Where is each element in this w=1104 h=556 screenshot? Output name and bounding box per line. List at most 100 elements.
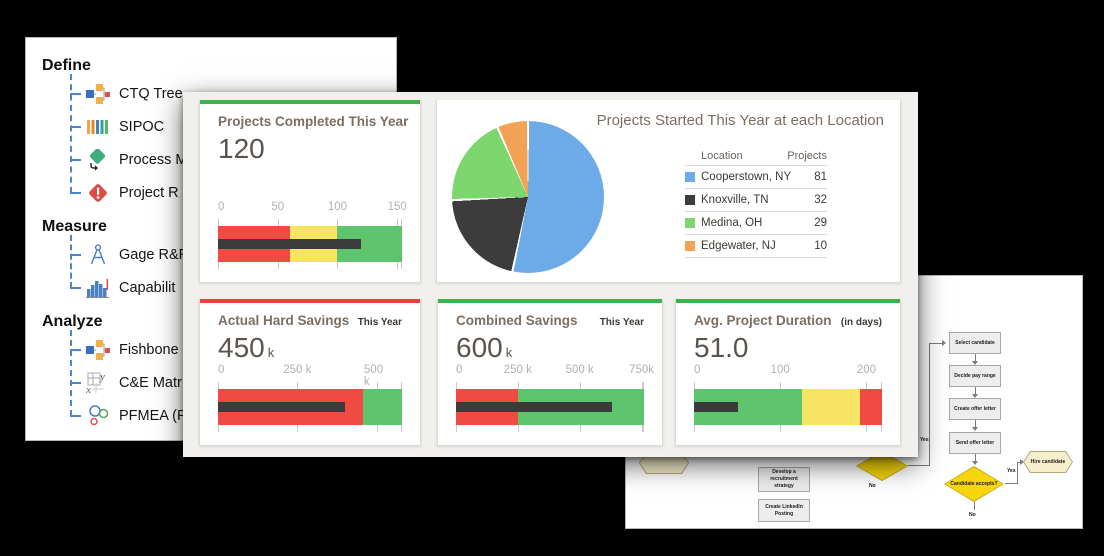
legend-value: 81	[814, 171, 827, 183]
legend-row-cooperstown[interactable]: Cooperstown, NY 81	[685, 166, 827, 189]
section-header-analyze: Analyze	[42, 313, 103, 330]
kpi-value: 120	[218, 133, 402, 165]
section-header-measure: Measure	[42, 218, 107, 235]
toolbox-item-fishbone[interactable]: Fishbone	[70, 333, 396, 366]
toolbox-item-label: Project R	[119, 184, 179, 201]
toolbox-item-project-risk[interactable]: Project R	[70, 176, 396, 209]
tree-branch-line	[70, 158, 81, 161]
card-title: Actual Hard Savings	[218, 313, 350, 328]
kpi-card-actual-hard-savings[interactable]: Actual Hard Savings This Year 450 k 0 250…	[199, 299, 421, 446]
kpi-number: 120	[218, 133, 265, 164]
pie-chart-title: Projects Started This Year at each Locat…	[596, 112, 884, 129]
card-tag: This Year	[357, 317, 402, 328]
flowchart-decision-candidate-accepts[interactable]: Candidate accepts?	[944, 466, 1004, 502]
decision-label: Candidate accepts?	[950, 481, 998, 487]
flowchart-terminal-hidden[interactable]	[639, 452, 689, 474]
flowchart-connector	[975, 420, 976, 427]
pie-card-projects-by-location[interactable]: Projects Started This Year at each Locat…	[436, 100, 901, 283]
capability-icon	[85, 276, 111, 300]
flowchart-step-create-linkedin-posting[interactable]: Create LinkedIn Posting	[758, 499, 810, 522]
toolbox-item-process-map[interactable]: Process M	[70, 143, 396, 176]
tree-branch-line	[70, 414, 81, 417]
arrow-down-icon	[972, 361, 978, 365]
flowchart-step-label: Decide pay range	[954, 372, 996, 379]
kpi-card-projects-completed[interactable]: Projects Completed This Year 120 0 50 100 1…	[199, 100, 421, 283]
flowchart-step-send-offer-letter[interactable]: Send offer letter	[949, 432, 1001, 454]
legend-row-knoxville[interactable]: Knoxville, TN 32	[685, 189, 827, 212]
tree-branch-line	[70, 286, 81, 289]
terminal-shape-fill	[640, 453, 688, 473]
toolbox-item-label: PFMEA (F	[119, 407, 186, 424]
toolbox-item-label: CTQ Tree	[119, 85, 183, 102]
toolbox-item-ctq-tree[interactable]: CTQ Tree	[70, 77, 396, 110]
flowchart-connector	[1005, 483, 1017, 484]
kpi-number: 51.0	[694, 332, 749, 363]
toolbox-item-capability[interactable]: Capabilit	[70, 271, 396, 304]
card-title: Avg. Project Duration	[694, 313, 832, 328]
toolbox-item-label: C&E Matr	[119, 374, 182, 391]
tree-connector-line	[70, 330, 72, 416]
card-tag: This Year	[599, 317, 644, 328]
tree-branch-line	[70, 191, 81, 194]
legend-header-row: Location Projects	[685, 146, 827, 166]
tree-branch-line	[70, 381, 81, 384]
legend-row-medina[interactable]: Medina, OH 29	[685, 212, 827, 235]
legend-swatch-icon	[685, 218, 695, 228]
card-accent-strip	[676, 299, 900, 303]
flowchart-terminal-hire-candidate[interactable]: Hire candidate	[1023, 451, 1073, 473]
toolbox-item-gage-rr[interactable]: Gage R&R	[70, 238, 396, 271]
kpi-number: 450	[218, 332, 265, 363]
legend-swatch-icon	[685, 195, 695, 205]
edge-label-no: No	[869, 483, 876, 489]
legend-swatch-icon	[685, 172, 695, 182]
card-accent-strip	[200, 299, 420, 303]
legend-label: Medina, OH	[701, 217, 763, 229]
edge-label-yes: Yes	[920, 437, 929, 443]
tree-branch-line	[70, 253, 81, 256]
pie-legend: Location Projects Cooperstown, NY 81 Kno…	[685, 146, 827, 258]
card-title: Projects Completed This Year	[218, 114, 409, 129]
flowchart-connector	[975, 454, 976, 461]
flowchart-step-label: Send offer letter	[955, 439, 995, 446]
svg-text:x: x	[86, 384, 91, 395]
toolbox-item-label: Fishbone	[119, 341, 179, 358]
flowchart-step-select-candidate[interactable]: Select candidate	[949, 332, 1001, 354]
project-risk-icon	[85, 181, 111, 205]
kpi-value: 600 k	[456, 332, 644, 364]
edge-label-no: No	[969, 512, 976, 518]
kpi-card-avg-project-duration[interactable]: Avg. Project Duration (in days) 51.0 0 10…	[675, 299, 901, 446]
tree-branch-line	[70, 92, 81, 95]
flowchart-step-label: Create offer letter	[954, 405, 996, 412]
flowchart-step-create-offer-letter[interactable]: Create offer letter	[949, 398, 1001, 420]
legend-header-projects: Projects	[787, 149, 827, 162]
tree-branch-line	[70, 125, 81, 128]
svg-text:y: y	[99, 371, 105, 383]
flowchart-step-decide-pay-range[interactable]: Decide pay range	[949, 365, 1001, 387]
flowchart-step-label: Develop a recruitment strategy	[770, 469, 798, 489]
kpi-suffix: k	[267, 345, 275, 360]
toolbox-item-sipoc[interactable]: SIPOC	[70, 110, 396, 143]
arrow-down-icon	[972, 461, 978, 465]
flowchart-step-develop-strategy[interactable]: Develop a recruitment strategy	[758, 467, 810, 492]
flowchart-connector	[975, 387, 976, 394]
kpi-number: 600	[456, 332, 503, 363]
edge-label-yes: Yes	[1007, 468, 1016, 474]
flowchart-connector	[1017, 462, 1018, 484]
flowchart-connector	[975, 354, 976, 361]
fishbone-icon	[85, 338, 111, 362]
section-header-define: Define	[42, 57, 91, 74]
terminal-shape-fill: Hire candidate	[1024, 452, 1072, 472]
kpi-value: 450 k	[218, 332, 402, 364]
pfmea-icon	[85, 404, 111, 428]
legend-label: Knoxville, TN	[701, 194, 769, 206]
card-accent-strip	[200, 100, 420, 104]
toolbox-item-label: Process M	[119, 151, 188, 168]
toolbox-item-pfmea[interactable]: PFMEA (F	[70, 399, 396, 432]
legend-row-edgewater[interactable]: Edgewater, NJ 10	[685, 235, 827, 258]
bullet-chart-avg-project-duration: 0 100 200	[694, 364, 883, 432]
